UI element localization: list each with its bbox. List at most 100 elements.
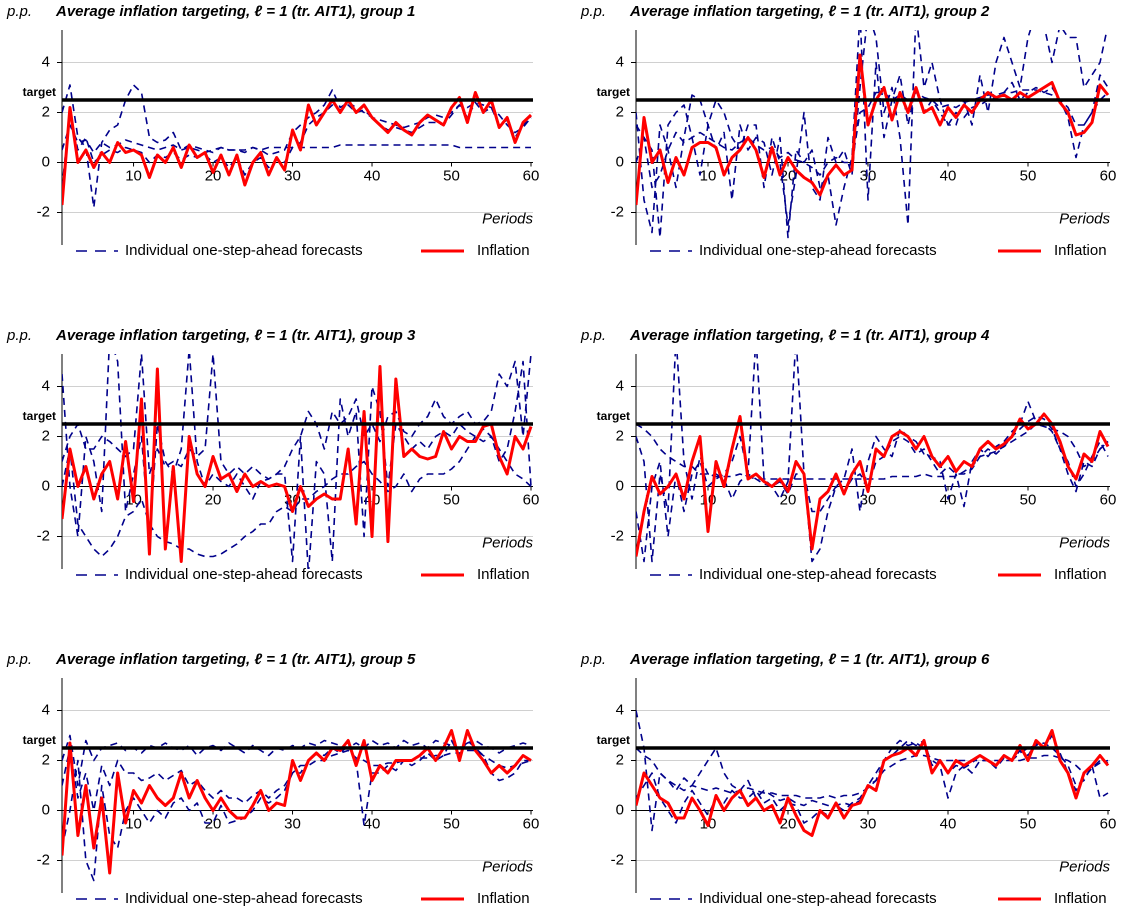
x-tick-label: 20: [780, 491, 797, 508]
legend-label: Inflation: [1054, 242, 1107, 259]
legend-label: Individual one-step-ahead forecasts: [125, 566, 363, 583]
y-axis-label: p.p.: [580, 3, 606, 20]
y-tick-label: 4: [616, 53, 624, 70]
forecast-line: [636, 747, 1109, 799]
y-tick-label: -2: [37, 203, 50, 220]
x-tick-label: 50: [1020, 815, 1037, 832]
x-axis-label: Periods: [1059, 210, 1110, 227]
y-tick-label: 0: [42, 153, 50, 170]
x-axis-label: Periods: [482, 210, 533, 227]
x-tick-label: 30: [860, 815, 877, 832]
y-axis-label: p.p.: [6, 3, 32, 20]
x-axis-label: Periods: [482, 534, 533, 551]
x-tick-label: 50: [1020, 167, 1037, 184]
panel: p.p. Average inflation targeting, ℓ = 1 (…: [580, 651, 1116, 907]
x-tick-label: 60: [1100, 491, 1117, 508]
forecast-line: [636, 30, 1109, 239]
target-label: target: [597, 409, 630, 423]
x-tick-label: 40: [364, 491, 381, 508]
y-tick-label: 2: [42, 103, 50, 120]
forecast-line: [62, 124, 531, 154]
legend-label: Inflation: [1054, 890, 1107, 907]
x-tick-label: 30: [860, 167, 877, 184]
y-tick-label: 4: [42, 53, 50, 70]
x-tick-label: 20: [205, 815, 222, 832]
chart-title: Average inflation targeting, ℓ = 1 (tr. …: [629, 327, 990, 344]
x-tick-label: 10: [125, 815, 142, 832]
legend-label: Individual one-step-ahead forecasts: [699, 242, 937, 259]
target-label: target: [23, 85, 56, 99]
chart-title: Average inflation targeting, ℓ = 1 (tr. …: [55, 3, 415, 20]
chart-title: Average inflation targeting, ℓ = 1 (tr. …: [55, 651, 416, 668]
plot-area: [636, 710, 1110, 837]
panel: p.p. Average inflation targeting, ℓ = 1 (…: [6, 651, 539, 907]
legend-label: Inflation: [477, 566, 530, 583]
forecast-line: [636, 415, 1109, 563]
target-label: target: [597, 733, 630, 747]
target-label: target: [597, 85, 630, 99]
x-tick-label: 30: [284, 167, 301, 184]
chart-title: Average inflation targeting, ℓ = 1 (tr. …: [55, 327, 416, 344]
inflation-line: [636, 729, 1110, 837]
panel: p.p. Average inflation targeting, ℓ = 1 (…: [580, 327, 1116, 583]
x-tick-label: 60: [523, 815, 540, 832]
y-tick-label: 0: [616, 477, 624, 494]
y-tick-label: 2: [42, 751, 50, 768]
y-axis-label: p.p.: [6, 327, 32, 344]
x-tick-label: 40: [940, 491, 957, 508]
x-tick-label: 20: [780, 815, 797, 832]
legend-label: Individual one-step-ahead forecasts: [125, 242, 363, 259]
y-tick-label: 4: [616, 377, 624, 394]
forecast-line: [62, 101, 532, 188]
x-tick-label: 30: [860, 491, 877, 508]
x-tick-label: 50: [443, 491, 460, 508]
panel: p.p. Average inflation targeting, ℓ = 1 (…: [6, 3, 539, 259]
inflation-line: [62, 729, 532, 875]
y-axis-label: p.p.: [580, 651, 606, 668]
chart-title: Average inflation targeting, ℓ = 1 (tr. …: [629, 651, 990, 668]
legend-label: Inflation: [1054, 566, 1107, 583]
y-tick-label: -2: [37, 527, 50, 544]
plot-area: [62, 84, 533, 209]
y-tick-label: 2: [616, 751, 624, 768]
x-tick-label: 40: [940, 167, 957, 184]
target-label: target: [23, 409, 56, 423]
x-tick-label: 60: [523, 167, 540, 184]
y-axis-label: p.p.: [6, 651, 32, 668]
x-axis-label: Periods: [1059, 534, 1110, 551]
chart-title: Average inflation targeting, ℓ = 1 (tr. …: [629, 3, 990, 20]
plot-area: [62, 354, 533, 569]
y-axis-label: p.p.: [580, 327, 606, 344]
x-tick-label: 10: [700, 167, 717, 184]
y-tick-label: -2: [37, 851, 50, 868]
y-tick-label: -2: [611, 527, 624, 544]
legend-label: Individual one-step-ahead forecasts: [699, 890, 937, 907]
legend-label: Individual one-step-ahead forecasts: [699, 566, 937, 583]
target-label: target: [23, 733, 56, 747]
forecast-line: [62, 354, 532, 569]
y-tick-label: 0: [42, 801, 50, 818]
x-tick-label: 20: [205, 491, 222, 508]
panel: p.p. Average inflation targeting, ℓ = 1 (…: [6, 327, 539, 583]
x-tick-label: 50: [443, 815, 460, 832]
y-tick-label: 0: [616, 153, 624, 170]
inflation-line: [636, 53, 1110, 206]
plot-area: [636, 354, 1110, 563]
y-tick-label: 4: [616, 701, 624, 718]
x-tick-label: 10: [125, 167, 142, 184]
x-tick-label: 20: [205, 167, 222, 184]
x-axis-label: Periods: [482, 858, 533, 875]
x-tick-label: 30: [284, 815, 301, 832]
y-tick-label: 2: [42, 427, 50, 444]
forecast-line: [62, 435, 532, 558]
y-tick-label: 0: [42, 477, 50, 494]
x-tick-label: 40: [364, 167, 381, 184]
inflation-line: [636, 412, 1110, 557]
forecast-line: [636, 89, 1109, 189]
forecast-line: [62, 739, 531, 882]
forecast-line: [636, 30, 1108, 239]
x-tick-label: 10: [700, 491, 717, 508]
x-tick-label: 60: [523, 491, 540, 508]
y-tick-label: 4: [42, 377, 50, 394]
